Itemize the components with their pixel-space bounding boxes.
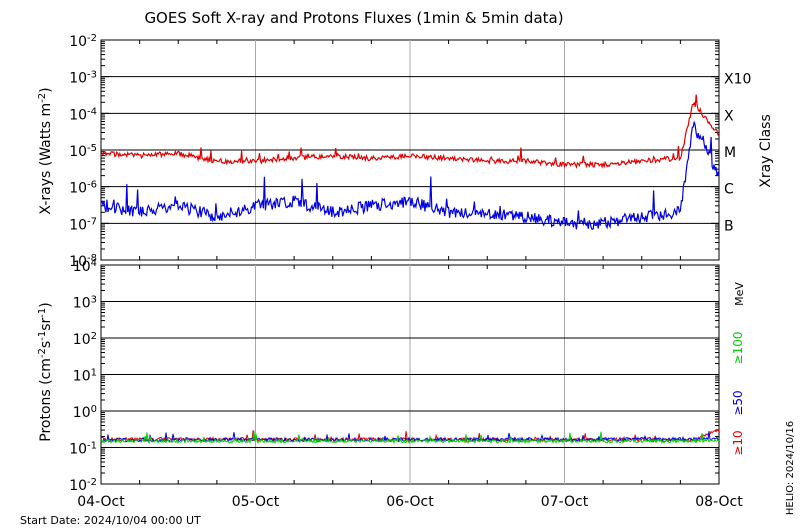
x-tick-label: 07-Oct	[541, 494, 589, 510]
protons-y-tick-label: 102	[73, 331, 97, 349]
mev-unit-label: MeV	[733, 282, 746, 306]
start-date-label: Start Date: 2024/10/04 00:00 UT	[20, 514, 201, 527]
proton-series-2	[100, 430, 720, 445]
protons-y-tick-label: 10-1	[69, 440, 97, 458]
xray-class-label: X10	[724, 72, 751, 88]
protons-y-tick-label: 10-2	[69, 477, 97, 495]
proton-legend-entry: ≥50	[731, 390, 745, 415]
xray-class-axis-label: Xray Class	[758, 114, 774, 188]
xray-y-tick-label: 10-8	[69, 253, 97, 271]
xray-y-tick-label: 10-5	[69, 143, 97, 161]
protons-y-tick-label: 104	[73, 258, 97, 276]
xray-y-tick-label: 10-6	[69, 179, 97, 197]
xray-y-tick-label: 10-2	[69, 33, 97, 51]
x-tick-label: 04-Oct	[77, 494, 125, 510]
helio-stamp: HELIO: 2024/10/16	[785, 421, 796, 515]
xray-y-tick-label: 10-7	[69, 216, 97, 234]
xray-class-label: X	[724, 108, 734, 124]
chart-title: GOES Soft X-ray and Protons Fluxes (1min…	[144, 9, 563, 27]
proton-y-axis-label: Protons (cm-2s-1sr-1)	[37, 302, 55, 441]
xray-series-short	[100, 121, 720, 231]
xray-y-axis-label: X-rays (Watts m-2)	[37, 87, 55, 214]
xray-class-label: C	[724, 182, 734, 198]
x-tick-label: 05-Oct	[232, 494, 280, 510]
protons-y-tick-label: 100	[73, 404, 97, 422]
xray-class-label: M	[724, 145, 736, 161]
x-tick-label: 06-Oct	[386, 494, 434, 510]
proton-legend-entry: ≥100	[731, 332, 745, 365]
xray-series-long	[100, 94, 720, 169]
xray-class-label: B	[724, 218, 734, 234]
xray-y-tick-label: 10-3	[69, 69, 97, 87]
protons-y-tick-label: 103	[73, 294, 97, 312]
proton-legend-entry: ≥10	[731, 430, 745, 455]
xray-y-tick-label: 10-4	[69, 106, 97, 124]
protons-y-tick-label: 101	[73, 367, 97, 385]
x-tick-label: 08-Oct	[695, 494, 743, 510]
